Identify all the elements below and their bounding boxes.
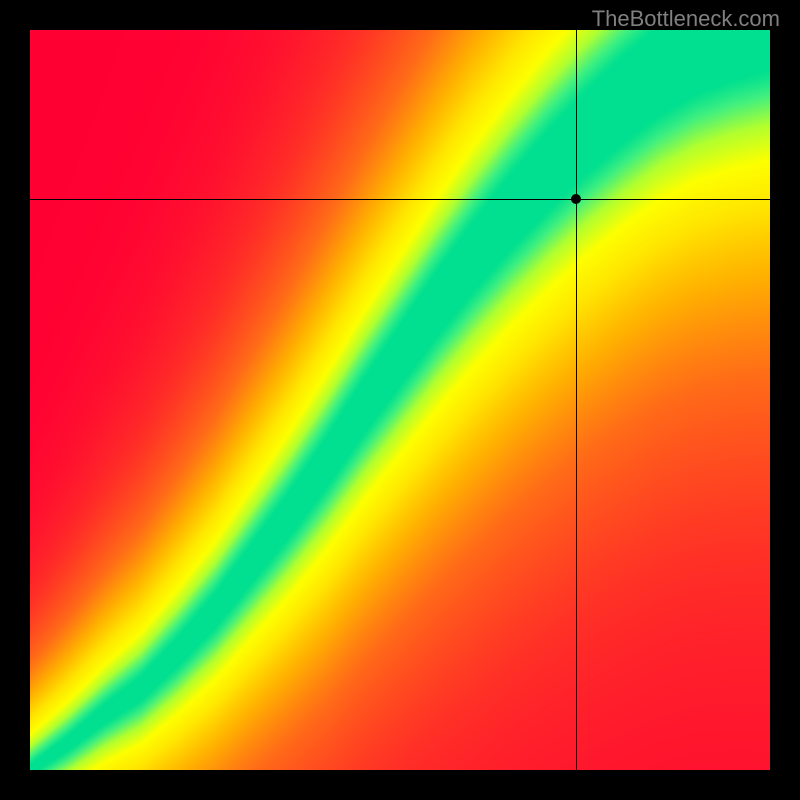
heatmap-canvas <box>30 30 770 770</box>
crosshair-vertical <box>576 30 577 770</box>
heatmap-plot <box>30 30 770 770</box>
crosshair-horizontal <box>30 199 770 200</box>
watermark-text: TheBottleneck.com <box>592 6 780 32</box>
crosshair-marker <box>571 194 581 204</box>
